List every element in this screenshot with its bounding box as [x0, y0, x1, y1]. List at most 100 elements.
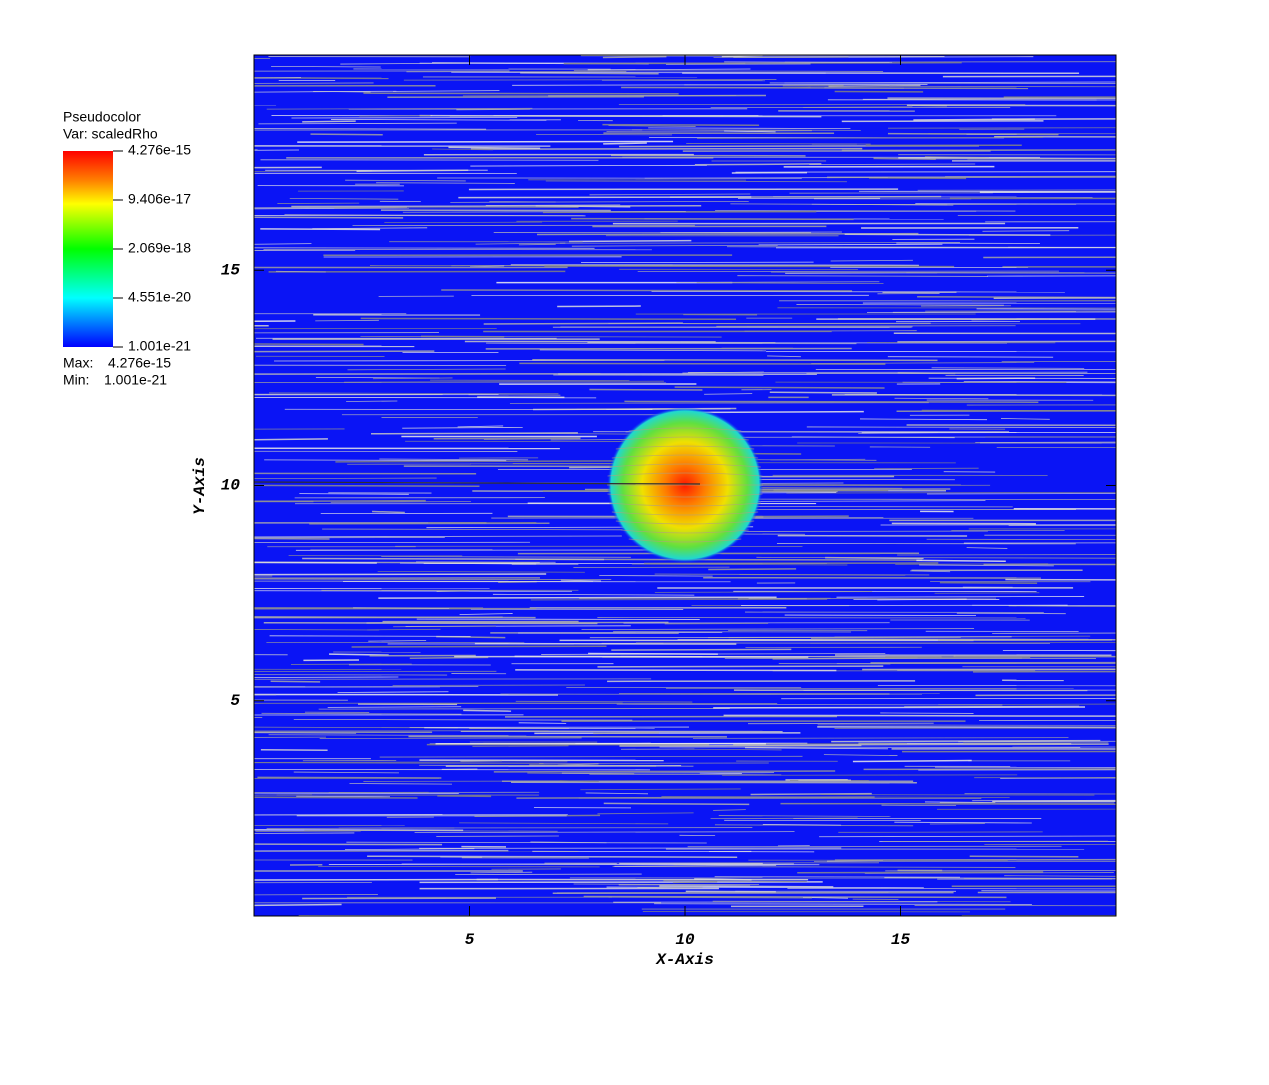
streak: [853, 761, 972, 762]
streak: [378, 597, 776, 598]
streak: [987, 276, 1247, 277]
x-tick-label: 15: [891, 931, 911, 949]
streak: [315, 320, 379, 321]
streak: [748, 723, 934, 724]
x-tick-label: 10: [675, 931, 695, 949]
streak: [209, 217, 404, 218]
streak: [864, 769, 1200, 770]
streak: [564, 63, 962, 64]
streak: [733, 744, 1108, 745]
streak: [809, 164, 975, 165]
y-tick-label: 5: [230, 692, 240, 710]
legend-min-label: Min:: [63, 372, 89, 388]
streak: [603, 143, 647, 144]
streak: [363, 93, 678, 94]
legend-title: Pseudocolor: [63, 109, 141, 125]
streak: [494, 771, 835, 772]
streak: [895, 398, 989, 399]
streak: [215, 797, 418, 798]
streak: [219, 574, 547, 575]
streak: [932, 368, 1085, 369]
streak: [371, 433, 578, 434]
streak: [515, 656, 809, 657]
streak: [367, 856, 737, 857]
streak: [302, 559, 604, 560]
legend-min: 1.001e-21: [104, 372, 167, 388]
streak: [372, 512, 405, 513]
streak: [352, 646, 607, 647]
streak: [436, 637, 505, 638]
streak: [291, 206, 701, 207]
streak: [448, 147, 540, 148]
streak: [297, 141, 673, 142]
streak: [611, 649, 791, 650]
streak: [845, 234, 1051, 235]
streak: [817, 727, 1162, 728]
streak: [270, 636, 471, 637]
streak: [169, 657, 252, 658]
streak: [518, 633, 722, 634]
streak: [420, 116, 822, 117]
streak: [264, 623, 598, 624]
streak: [569, 241, 691, 242]
streak: [982, 231, 1069, 232]
streak: [870, 662, 1269, 663]
streak: [938, 639, 1269, 640]
streak: [291, 117, 517, 118]
streak: [271, 681, 321, 682]
streak: [458, 197, 751, 198]
streak: [245, 485, 479, 486]
streak: [357, 170, 469, 171]
colorbar-tick-label: 4.276e-15: [128, 142, 191, 158]
streak: [310, 134, 382, 135]
streak: [695, 164, 821, 165]
streak: [257, 777, 441, 778]
streak: [862, 432, 1150, 433]
streak: [231, 844, 442, 845]
streak: [261, 750, 328, 751]
streak: [922, 411, 1245, 412]
streak: [603, 57, 667, 58]
streak: [222, 795, 312, 796]
streak: [302, 121, 356, 122]
streak: [329, 654, 389, 655]
streak: [208, 675, 447, 676]
streak: [160, 321, 295, 322]
streak: [571, 219, 853, 220]
streak: [602, 125, 759, 126]
streak: [770, 392, 877, 393]
streak: [193, 148, 258, 149]
streak: [602, 80, 765, 81]
streak: [983, 257, 1269, 258]
streak: [994, 298, 1199, 299]
colorbar-tick-label: 4.551e-20: [128, 289, 191, 305]
streak: [202, 617, 535, 618]
streak: [916, 560, 1005, 561]
legend-max-label: Max:: [63, 355, 93, 371]
streak: [248, 905, 342, 906]
streak: [708, 569, 796, 570]
streak: [515, 670, 836, 671]
colorbar-tick-label: 2.069e-18: [128, 240, 191, 256]
streak: [455, 874, 641, 875]
streak: [780, 804, 1124, 805]
streak: [384, 222, 542, 223]
streak: [611, 155, 806, 156]
streak: [544, 266, 954, 267]
y-tick-label: 10: [221, 477, 241, 495]
streak: [831, 741, 1100, 742]
y-tick-label: 15: [221, 261, 241, 279]
x-axis-title: X-Axis: [655, 951, 714, 969]
streak: [832, 395, 1179, 396]
streak: [624, 401, 1038, 402]
streak: [597, 666, 883, 667]
streak: [1005, 580, 1269, 581]
streak: [245, 439, 328, 440]
streak: [604, 803, 750, 804]
streak: [713, 707, 1085, 708]
streak: [161, 351, 434, 352]
legend-max: 4.276e-15: [108, 355, 171, 371]
streak: [456, 109, 530, 110]
y-axis-title: Y-Axis: [191, 457, 209, 515]
streak: [659, 886, 833, 887]
